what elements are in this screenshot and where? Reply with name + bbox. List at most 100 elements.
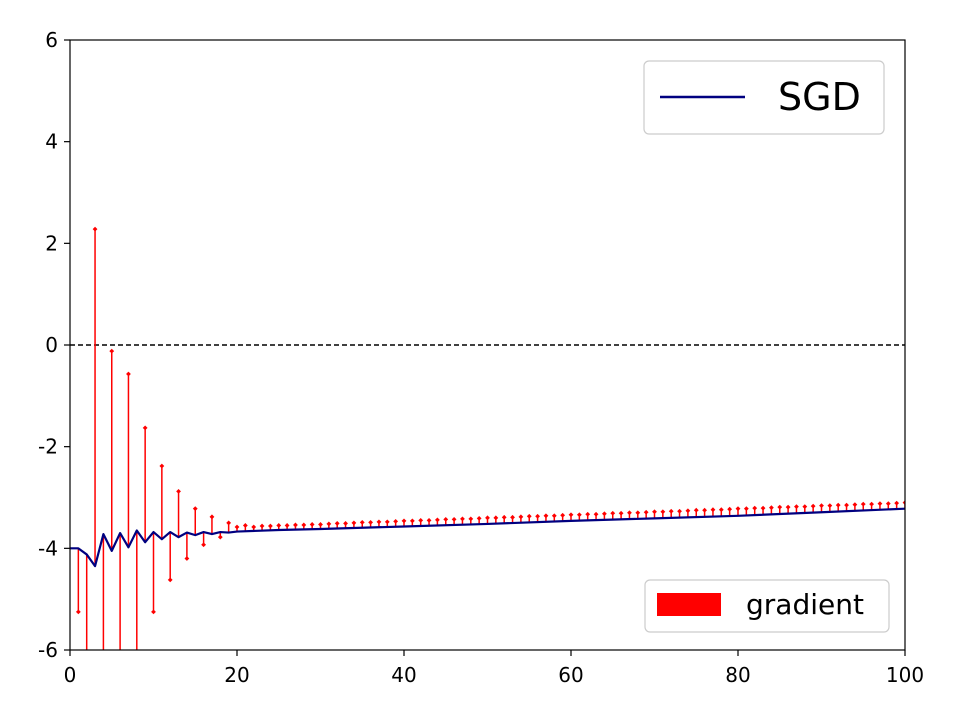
gradient-marker bbox=[627, 510, 632, 516]
gradient-marker bbox=[568, 512, 574, 518]
gradient-marker bbox=[585, 511, 591, 517]
gradient-marker bbox=[167, 577, 173, 583]
gradient-marker bbox=[443, 516, 449, 522]
gradient-marker bbox=[234, 524, 240, 530]
gradient-marker bbox=[693, 507, 699, 513]
sgd-line bbox=[70, 507, 905, 568]
x-tick-label: 20 bbox=[224, 663, 249, 687]
gradient-marker bbox=[727, 506, 733, 512]
gradient-marker bbox=[576, 512, 582, 518]
gradient-marker bbox=[610, 510, 616, 516]
gradient-marker bbox=[276, 523, 282, 528]
gradient-marker bbox=[242, 523, 248, 528]
gradient-marker bbox=[126, 371, 131, 377]
gradient-marker bbox=[810, 503, 816, 509]
legend-sgd-label: SGD bbox=[778, 75, 861, 119]
gradient-marker bbox=[618, 510, 624, 516]
gradient-marker bbox=[844, 502, 849, 508]
gradient-marker bbox=[794, 504, 799, 510]
gradient-marker bbox=[652, 509, 657, 515]
gradient-marker bbox=[743, 506, 749, 512]
gradient-marker bbox=[284, 523, 290, 528]
y-tick-label: 0 bbox=[45, 333, 58, 357]
gradient-marker bbox=[318, 522, 323, 527]
x-tick-label: 40 bbox=[391, 663, 416, 687]
gradient-marker bbox=[602, 511, 607, 517]
gradient-marker bbox=[109, 348, 115, 354]
gradient-marker bbox=[393, 518, 399, 524]
gradient-marker bbox=[368, 520, 373, 525]
gradient-marker bbox=[543, 513, 549, 519]
gradient-marker bbox=[660, 509, 666, 515]
gradient-marker bbox=[251, 524, 257, 530]
gradient-marker bbox=[760, 505, 766, 511]
gradient-marker bbox=[418, 517, 424, 523]
gradient-marker bbox=[142, 425, 148, 431]
gradient-marker bbox=[309, 522, 315, 527]
x-tick-label: 0 bbox=[64, 663, 77, 687]
gradient-marker bbox=[485, 515, 490, 521]
gradient-marker bbox=[526, 513, 532, 519]
gradient-marker bbox=[718, 507, 724, 513]
gradient-marker bbox=[401, 518, 407, 524]
gradient-marker bbox=[159, 463, 165, 469]
x-tick-label: 100 bbox=[886, 663, 924, 687]
gradient-marker bbox=[226, 520, 232, 526]
gradient-marker bbox=[476, 515, 482, 521]
gradient-marker bbox=[151, 609, 156, 615]
gradient-marker bbox=[710, 507, 716, 513]
gradient-marker bbox=[293, 522, 298, 528]
gradient-marker bbox=[192, 506, 198, 512]
gradient-marker bbox=[326, 521, 332, 527]
gradient-marker bbox=[92, 226, 98, 232]
gradient-marker bbox=[819, 503, 824, 509]
legend-gradient-swatch bbox=[657, 593, 721, 616]
gradient-marker bbox=[860, 501, 866, 507]
gradient-marker bbox=[334, 521, 340, 526]
gradient-marker bbox=[535, 513, 540, 519]
y-tick-label: 2 bbox=[45, 231, 58, 255]
gradient-marker bbox=[376, 519, 382, 525]
gradient-marker bbox=[201, 542, 206, 548]
y-axis-ticks: 6 4 2 0 -2 -4 -6 bbox=[38, 28, 70, 662]
gradient-marker bbox=[501, 514, 507, 520]
gradient-marker bbox=[359, 520, 365, 525]
gradient-marker bbox=[435, 517, 440, 523]
gradient-marker bbox=[777, 504, 783, 510]
gradient-marker bbox=[409, 518, 415, 524]
gradient-marker bbox=[268, 523, 273, 529]
gradient-marker bbox=[752, 505, 758, 511]
gradient-marker bbox=[384, 519, 390, 525]
plot-area bbox=[70, 226, 905, 650]
gradient-marker bbox=[769, 505, 774, 511]
gradient-marker bbox=[685, 508, 691, 514]
legend-sgd-box bbox=[643, 60, 885, 135]
gradient-marker bbox=[877, 501, 883, 506]
gradient-marker bbox=[802, 504, 808, 510]
gradient-marker bbox=[176, 489, 181, 494]
gradient-marker bbox=[643, 509, 649, 515]
y-tick-label: -6 bbox=[38, 638, 58, 662]
gradient-marker bbox=[885, 501, 891, 506]
x-tick-label: 60 bbox=[558, 663, 583, 687]
gradient-marker bbox=[852, 502, 858, 508]
gradient-marker bbox=[451, 516, 457, 522]
gradient-marker bbox=[835, 502, 841, 508]
gradient-marker bbox=[551, 513, 557, 519]
gradient-marker bbox=[510, 514, 515, 520]
x-tick-label: 80 bbox=[725, 663, 750, 687]
gradient-marker bbox=[785, 504, 791, 510]
y-tick-label: -4 bbox=[38, 536, 58, 560]
gradient-marker bbox=[301, 522, 307, 528]
gradient-marker bbox=[518, 514, 524, 520]
gradient-marker bbox=[468, 516, 474, 522]
gradient-marker bbox=[184, 556, 190, 561]
legend-gradient-label: gradient bbox=[746, 588, 864, 621]
gradient-marker bbox=[209, 514, 215, 520]
plot-frame bbox=[69, 39, 906, 651]
gradient-marker bbox=[259, 523, 265, 529]
gradient-marker bbox=[894, 500, 900, 506]
gradient-marker bbox=[493, 515, 499, 521]
gradient-marker bbox=[668, 508, 674, 514]
